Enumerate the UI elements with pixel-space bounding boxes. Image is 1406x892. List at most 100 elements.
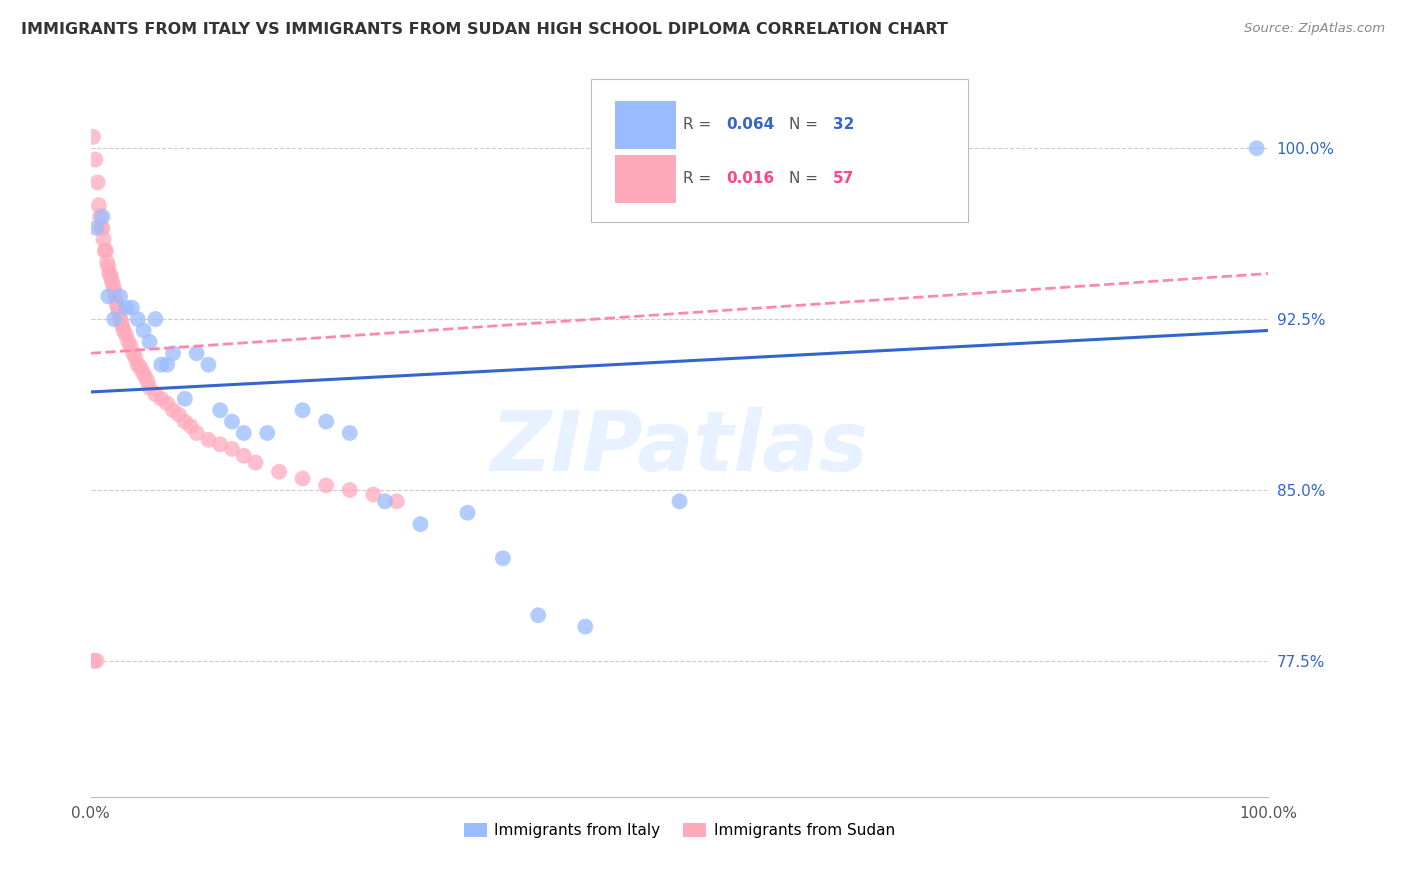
Point [107,301,129,315]
Point [93,232,115,246]
Point [103,312,125,326]
Point [84,153,107,167]
Point [129,359,152,374]
Point [245,456,267,470]
Point [132,323,155,337]
Point [1246,141,1268,155]
Point [108,305,131,319]
Point [457,506,479,520]
Point [339,425,361,440]
FancyBboxPatch shape [614,154,676,202]
Text: 32: 32 [832,117,853,132]
FancyBboxPatch shape [614,101,676,149]
Point [83,654,105,668]
Point [209,437,232,451]
Point [668,494,690,508]
FancyBboxPatch shape [591,79,969,221]
Point [209,403,232,417]
Point [90,221,112,235]
Point [127,312,149,326]
Point [94,244,117,258]
Point [124,351,146,365]
Point [86,176,108,190]
Point [138,380,160,394]
Text: IMMIGRANTS FROM ITALY VS IMMIGRANTS FROM SUDAN HIGH SCHOOL DIPLOMA CORRELATION C: IMMIGRANTS FROM ITALY VS IMMIGRANTS FROM… [21,22,948,37]
Point [138,334,160,349]
Point [374,494,396,508]
Point [134,369,156,384]
Point [115,328,138,343]
Point [101,273,124,287]
Point [385,494,408,508]
Point [101,277,124,292]
Point [104,289,127,303]
Text: ZIPatlas: ZIPatlas [491,407,869,488]
Point [82,129,104,144]
Text: N =: N = [789,117,823,132]
Point [111,318,134,333]
Point [112,323,135,337]
Point [96,255,118,269]
Point [136,374,159,388]
Point [115,301,138,315]
Point [162,403,184,417]
Text: R =: R = [683,171,716,186]
Legend: Immigrants from Italy, Immigrants from Sudan: Immigrants from Italy, Immigrants from S… [458,817,901,845]
Text: 0.064: 0.064 [727,117,775,132]
Point [315,415,337,429]
Point [86,654,108,668]
Point [110,314,132,328]
Point [105,296,128,310]
Point [121,301,143,315]
Text: 57: 57 [832,171,853,186]
Point [527,608,550,623]
Point [117,334,139,349]
Point [98,267,121,281]
Point [156,396,179,410]
Point [409,517,432,532]
Text: Source: ZipAtlas.com: Source: ZipAtlas.com [1244,22,1385,36]
Point [492,551,515,566]
Point [256,425,278,440]
Point [291,471,314,485]
Point [221,415,243,429]
Point [197,358,219,372]
Point [97,289,120,303]
Point [86,221,108,235]
Point [89,210,111,224]
Point [361,487,384,501]
Text: 0.016: 0.016 [727,171,775,186]
Point [173,415,195,429]
Point [167,408,190,422]
Point [291,403,314,417]
Point [197,433,219,447]
Point [186,346,208,360]
Point [122,346,145,360]
Point [127,358,149,372]
Point [180,419,202,434]
Point [315,478,337,492]
Point [232,425,254,440]
Point [145,312,167,326]
Point [131,364,153,378]
Point [91,221,114,235]
Point [100,268,122,283]
Point [97,260,120,274]
Point [120,339,142,353]
Point [574,619,596,633]
Point [150,358,173,372]
Point [156,358,179,372]
Text: N =: N = [789,171,823,186]
Point [145,387,167,401]
Point [150,392,173,406]
Point [232,449,254,463]
Point [173,392,195,406]
Point [221,442,243,456]
Point [108,312,131,326]
Point [91,210,114,224]
Point [339,483,361,497]
Point [267,465,290,479]
Point [94,244,117,258]
Point [162,346,184,360]
Point [186,425,208,440]
